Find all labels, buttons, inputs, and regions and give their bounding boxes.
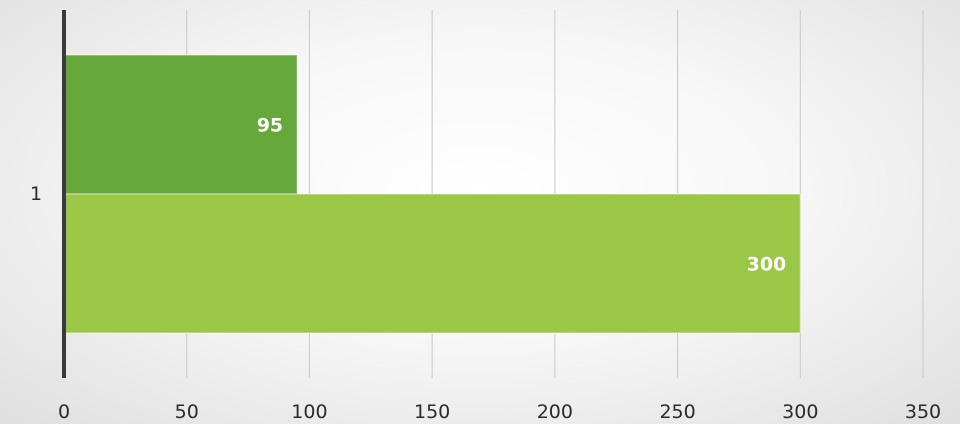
x-tick-label: 100 bbox=[291, 401, 327, 423]
labels: 0 50 100 150 200 250 300 350 95 300 1 bbox=[30, 115, 941, 424]
x-tick-label: 200 bbox=[537, 401, 573, 423]
x-tick-label: 350 bbox=[905, 401, 941, 423]
x-tick-label: 150 bbox=[414, 401, 450, 423]
x-tick-label: 0 bbox=[58, 401, 70, 423]
x-tick-label: 300 bbox=[782, 401, 818, 423]
data-label: 95 bbox=[257, 115, 283, 137]
x-tick-label: 50 bbox=[175, 401, 199, 423]
data-label: 300 bbox=[747, 254, 787, 276]
x-tick-label: 250 bbox=[659, 401, 695, 423]
bars bbox=[63, 54, 801, 334]
category-label: 1 bbox=[30, 183, 42, 205]
bar-series-2 bbox=[63, 193, 801, 334]
